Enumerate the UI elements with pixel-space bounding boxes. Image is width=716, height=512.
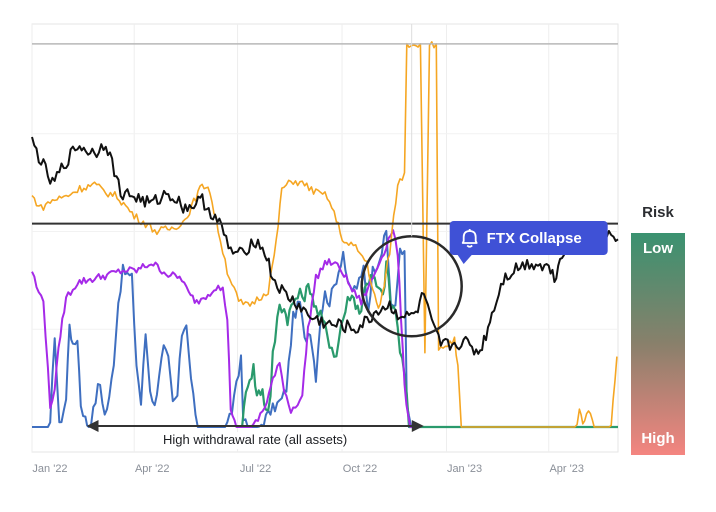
withdrawal-annotation: High withdrawal rate (all assets): [86, 420, 424, 449]
x-tick-label: Jul '22: [240, 463, 271, 475]
zoom-lens: [360, 24, 463, 338]
series-line-purple: [31, 229, 419, 428]
callout-pointer: [457, 255, 472, 264]
series-line-orange: [31, 41, 618, 428]
x-tick-label: Apr '23: [549, 463, 584, 475]
risk-legend-title: Risk: [642, 204, 674, 221]
risk-low-label: Low: [643, 240, 673, 257]
annotation-label-background: [143, 432, 368, 449]
x-tick-label: Oct '22: [343, 463, 378, 475]
risk-gradient-bar: Low High: [631, 233, 685, 455]
annotation-label: High withdrawal rate (all assets): [163, 432, 347, 447]
callout-box: [449, 221, 608, 255]
x-tick-label: Jan '22: [32, 463, 67, 475]
x-tick-label: Jan '23: [447, 463, 482, 475]
event-callout[interactable]: FTX Collapse: [449, 221, 608, 264]
x-axis-ticks: Jan '22 Apr '22 Jul '22 Oct '22 Jan '23 Apr '…: [32, 463, 584, 475]
risk-high-label: High: [641, 430, 675, 447]
series-line-black: [31, 136, 619, 356]
annotation-arrowhead-right: [411, 420, 424, 432]
annotation-arrowhead-left: [86, 420, 99, 432]
callout-label: FTX Collapse: [487, 230, 582, 247]
bell-icon: [461, 229, 478, 248]
x-tick-label: Apr '22: [135, 463, 170, 475]
